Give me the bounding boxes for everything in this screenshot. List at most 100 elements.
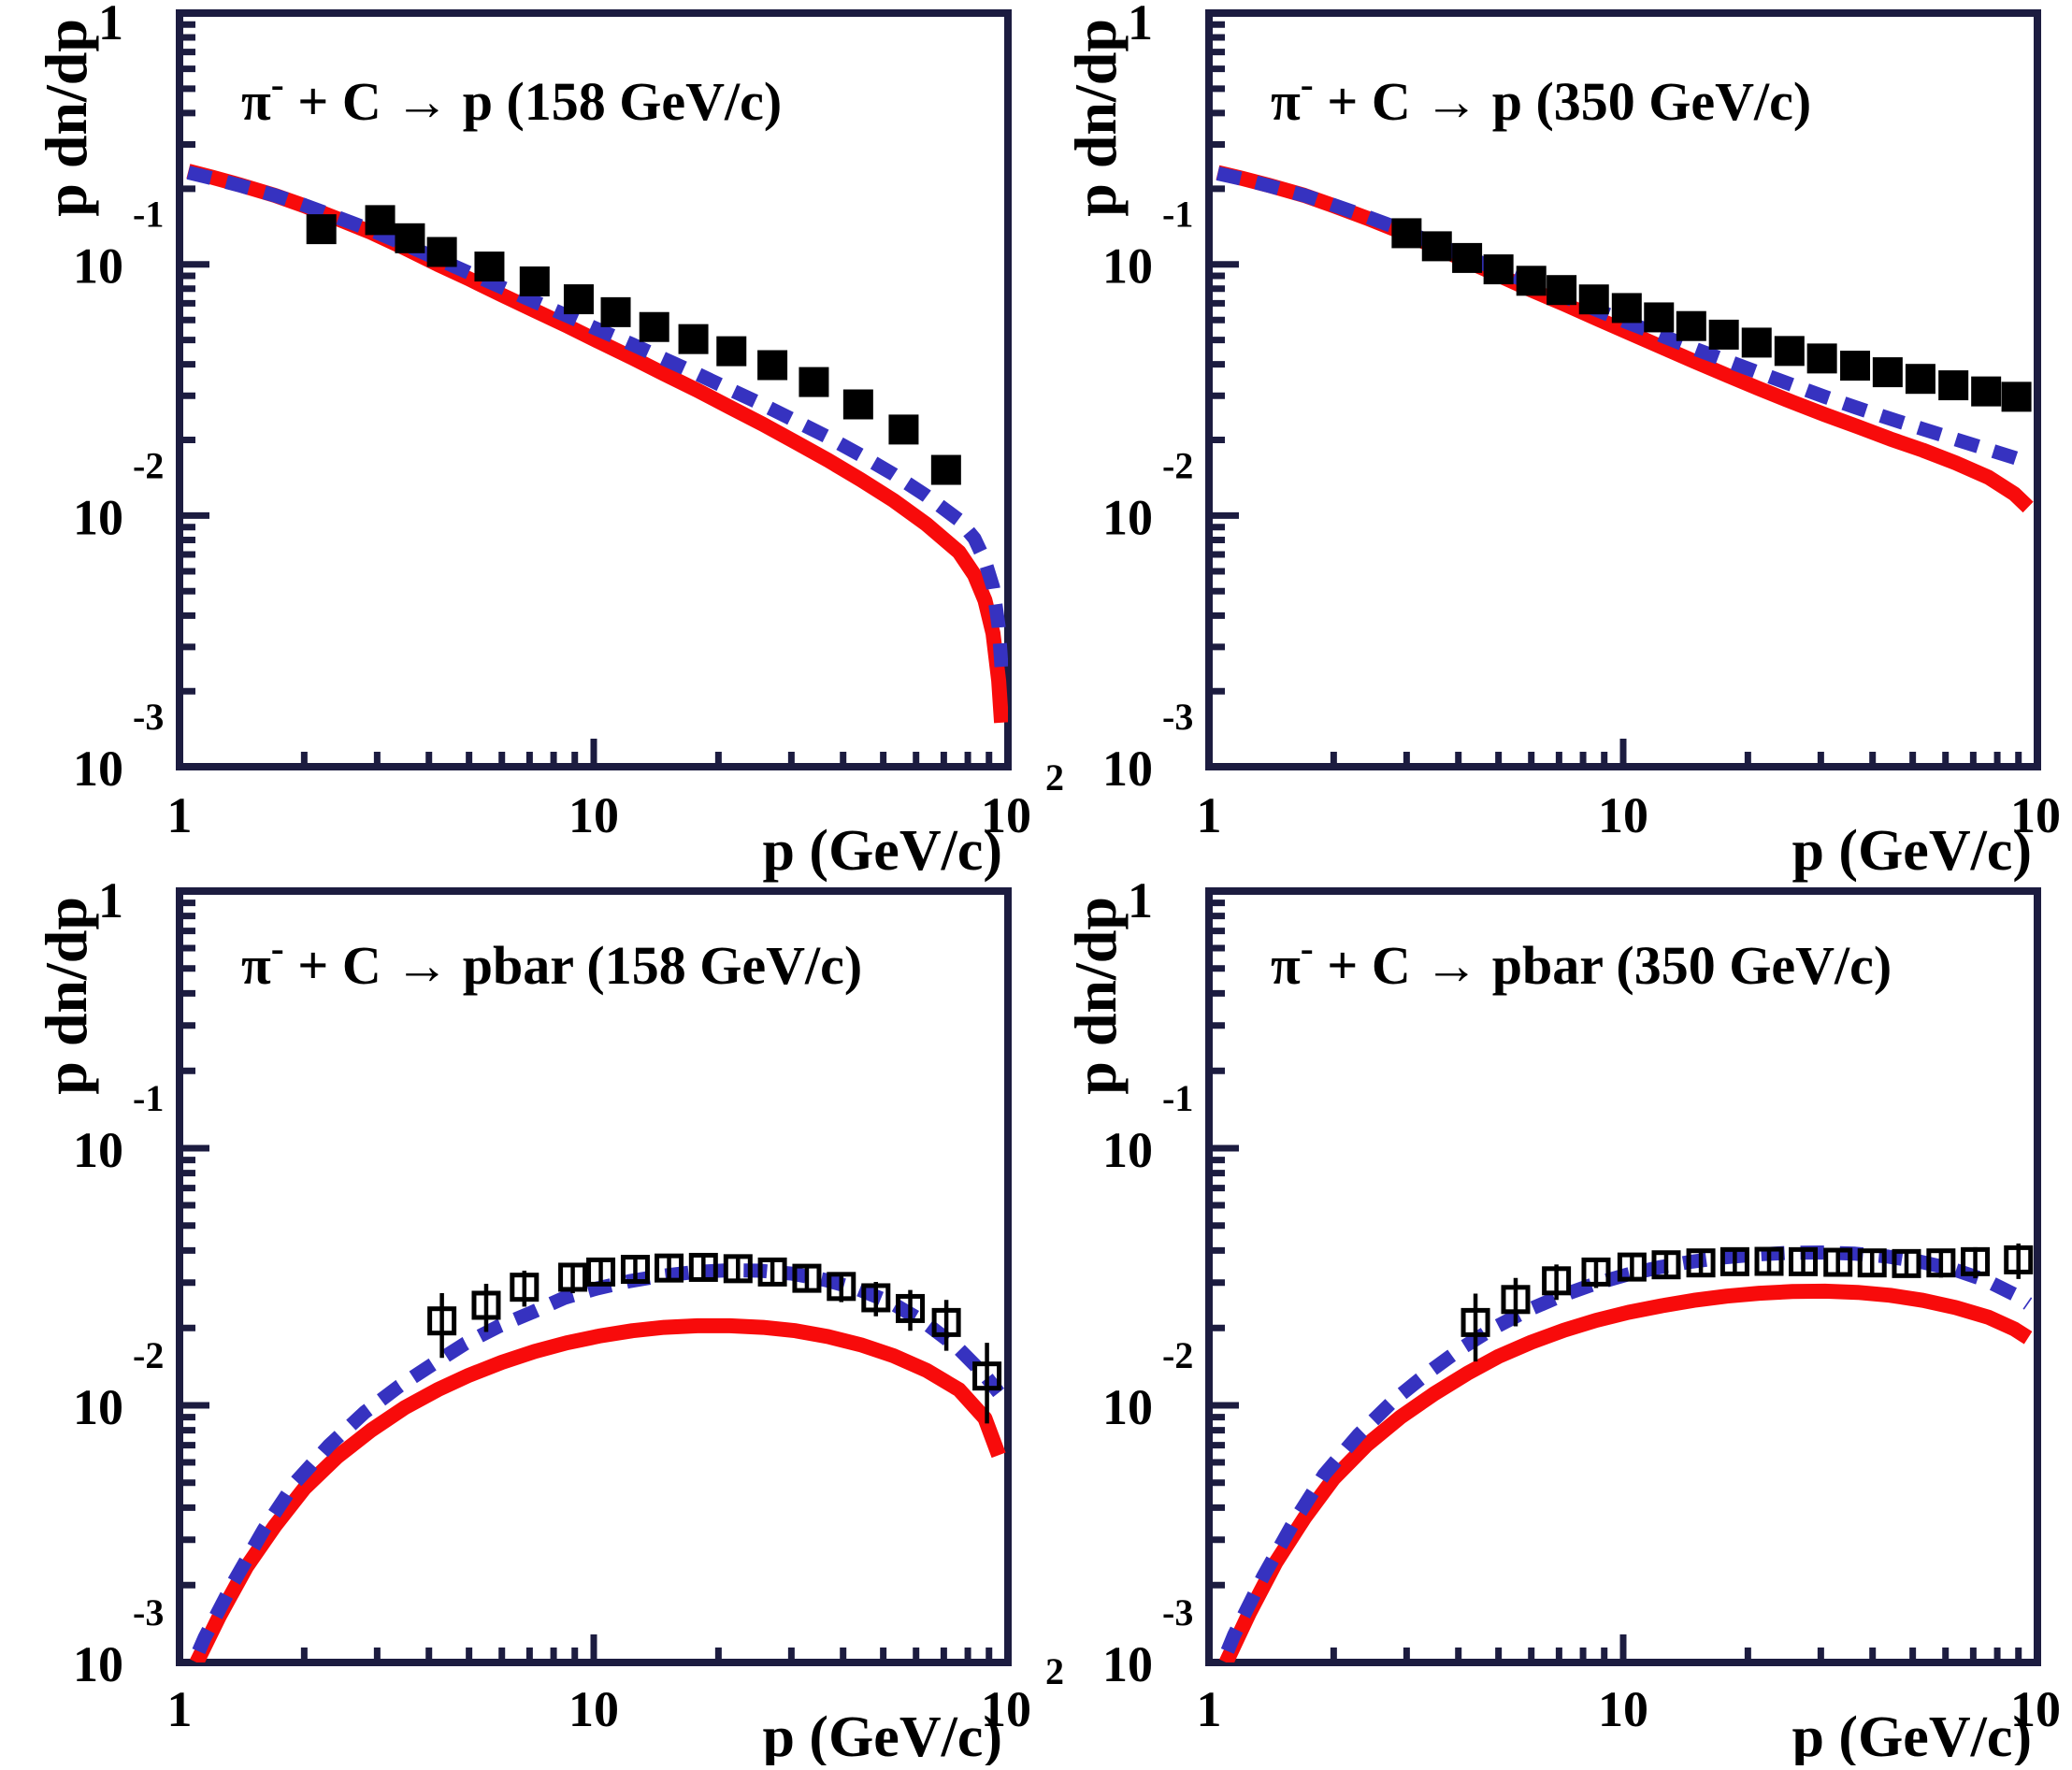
data-point bbox=[1872, 357, 1903, 388]
data-point bbox=[1651, 1250, 1681, 1280]
y-axis-title: p dn/dp bbox=[1062, 897, 1129, 1095]
data-point bbox=[474, 252, 505, 282]
data-point bbox=[888, 414, 919, 445]
data-point bbox=[1892, 1248, 1921, 1278]
x-tick-label: 1 bbox=[1197, 1681, 1222, 1737]
red-solid-curve bbox=[186, 164, 1008, 724]
data-point bbox=[471, 1290, 501, 1320]
panel-title: π- + C → p (158 GeV/c) bbox=[241, 64, 782, 132]
panel-title: π- + C → pbar (158 GeV/c) bbox=[241, 928, 862, 996]
data-point bbox=[1676, 310, 1706, 341]
y-tick-label-exponent: -2 bbox=[1162, 1334, 1193, 1376]
data-point bbox=[1971, 376, 2002, 407]
x-tick-label: 10 bbox=[1598, 1681, 1648, 1737]
x-tick-label: 1 bbox=[167, 1681, 193, 1737]
y-axis-title: p dn/dp bbox=[1062, 19, 1129, 217]
data-point bbox=[792, 1263, 822, 1293]
y-tick-label-exponent: -3 bbox=[133, 696, 164, 738]
data-point bbox=[1686, 1248, 1716, 1278]
y-tick-label-base: 10 bbox=[73, 1122, 123, 1178]
y-tick-label-exponent: -3 bbox=[133, 1591, 164, 1633]
data-point bbox=[426, 237, 457, 267]
data-point bbox=[558, 1262, 588, 1292]
axis-ticks bbox=[176, 9, 1012, 770]
y-tick-label-base: 10 bbox=[73, 1379, 123, 1435]
y-tick-label-exponent: -3 bbox=[1162, 696, 1193, 738]
y-tick-label-base: 10 bbox=[1102, 1379, 1153, 1435]
data-point bbox=[1452, 242, 1483, 273]
data-point bbox=[639, 311, 669, 342]
y-tick-label-exponent: -2 bbox=[133, 444, 164, 486]
data-point bbox=[1926, 1248, 1956, 1278]
data-point bbox=[1644, 302, 1675, 333]
data-point bbox=[563, 284, 594, 315]
data-point bbox=[365, 205, 396, 236]
data-point bbox=[757, 350, 788, 381]
data-points bbox=[1460, 1243, 2034, 1362]
panel-title: π- + C → pbar (350 GeV/c) bbox=[1271, 928, 1892, 996]
panel-title: π- + C → p (350 GeV/c) bbox=[1271, 64, 1811, 132]
y-tick-label-exponent: -1 bbox=[133, 194, 164, 236]
data-point bbox=[1391, 218, 1422, 249]
data-point bbox=[757, 1257, 787, 1287]
data-point bbox=[1938, 370, 1969, 401]
y-tick-label-exponent: -1 bbox=[1162, 1077, 1193, 1119]
data-point bbox=[896, 1293, 926, 1323]
x-tick-label-base: 10 bbox=[2010, 1681, 2061, 1737]
data-point bbox=[519, 266, 550, 296]
data-point bbox=[1483, 254, 1514, 285]
blue-dashed-curve bbox=[186, 1263, 1004, 1662]
data-point bbox=[306, 214, 337, 245]
data-point bbox=[1611, 293, 1642, 324]
data-point bbox=[1774, 336, 1805, 367]
y-tick-label-base: 10 bbox=[1102, 489, 1153, 545]
y-tick-label-exponent: -2 bbox=[1162, 444, 1193, 486]
data-point bbox=[2001, 381, 2032, 412]
x-tick-label: 1 bbox=[167, 787, 193, 843]
y-tick-label: 1 bbox=[1128, 0, 1153, 50]
data-point bbox=[1806, 343, 1837, 374]
curves bbox=[1215, 1245, 2033, 1662]
x-tick-label-exponent: 2 bbox=[1045, 756, 1064, 799]
x-tick-label-base: 10 bbox=[981, 1681, 1031, 1737]
data-point bbox=[600, 296, 631, 327]
data-point bbox=[1789, 1246, 1819, 1276]
y-tick-label-base: 10 bbox=[73, 238, 123, 295]
curves bbox=[1216, 165, 2034, 513]
x-axis-title: p (GeV/c) bbox=[1791, 1705, 2032, 1765]
x-tick-label-exponent: 2 bbox=[1045, 1650, 1064, 1692]
y-tick-label-exponent: -2 bbox=[133, 1334, 164, 1376]
data-point bbox=[1421, 231, 1452, 262]
blue-dashed-curve bbox=[1215, 1245, 2033, 1662]
y-tick-label-base: 10 bbox=[1102, 1122, 1153, 1178]
data-point bbox=[688, 1252, 718, 1282]
data-point bbox=[861, 1283, 891, 1313]
data-points bbox=[1391, 218, 2032, 412]
data-point bbox=[930, 454, 961, 485]
data-point bbox=[842, 389, 873, 420]
data-point bbox=[1547, 275, 1577, 306]
x-tick-label: 1 bbox=[1197, 787, 1222, 843]
y-tick-label-base: 10 bbox=[73, 741, 123, 797]
data-point bbox=[723, 1254, 753, 1284]
data-point bbox=[620, 1255, 650, 1285]
y-axis-title: p dn/dp bbox=[33, 19, 99, 217]
data-point bbox=[799, 367, 829, 397]
data-point bbox=[972, 1361, 1002, 1391]
y-tick-label-base: 10 bbox=[73, 489, 123, 545]
data-point bbox=[1719, 1246, 1749, 1276]
data-point bbox=[678, 324, 709, 354]
data-point bbox=[2004, 1245, 2034, 1274]
y-tick-label-base: 10 bbox=[1102, 741, 1153, 797]
data-points bbox=[427, 1252, 1002, 1424]
data-point bbox=[1905, 364, 1935, 395]
axis-ticks bbox=[1205, 9, 2041, 770]
data-point bbox=[1581, 1257, 1611, 1287]
data-point bbox=[586, 1257, 616, 1287]
data-point bbox=[1460, 1307, 1490, 1337]
